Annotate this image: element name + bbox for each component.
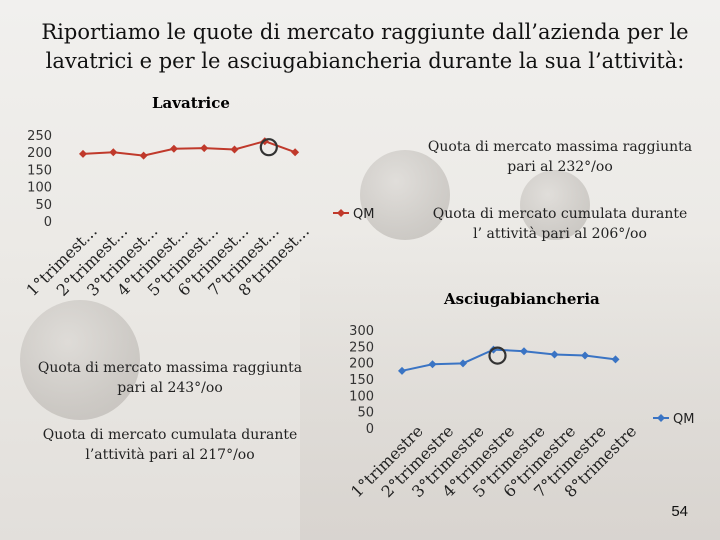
y-tick-label: 0 [366,422,374,437]
y-tick-label: 100 [349,389,374,404]
data-point [79,149,87,158]
data-point [291,148,300,157]
background-board [300,230,720,540]
note-asciuga-cum-line2: l’attività pari al 217°/oo [85,447,255,463]
chart-title-asciugabiancheria: Asciugabiancheria [444,290,600,308]
data-point [611,355,620,364]
note-lavatrice-max-line1: Quota di mercato massima raggiunta [427,139,693,155]
max-highlight-circle [259,138,278,157]
y-tick-label: 200 [27,146,52,161]
note-asciuga-max-line1: Quota di mercato massima raggiunta [37,360,303,376]
legend-marker [657,414,665,422]
data-point [398,366,406,375]
y-tick-label: 50 [357,406,374,421]
background-chess-piece [520,170,590,240]
series-line-qm [401,348,616,372]
y-tick-label: 0 [44,215,52,230]
data-point [109,148,118,157]
series-line-qm [82,140,296,157]
note-lavatrice-max: Quota di mercato massima raggiunta pari … [410,137,710,177]
y-tick-label: 150 [27,163,52,178]
data-point [459,359,467,368]
y-tick-label: 50 [35,198,52,213]
chart-title-lavatrice: Lavatrice [152,94,230,112]
note-asciuga-max-line2: pari al 243°/oo [117,380,223,396]
data-point [200,144,209,153]
note-asciuga-cum: Quota di mercato cumulata durante l’atti… [20,425,320,465]
y-tick-label: 250 [27,129,52,144]
data-point [550,350,559,359]
legend-label: QM [673,412,694,427]
note-lavatrice-cum-line2: l’ attività pari al 206°/oo [473,226,647,242]
page-number: 54 [671,503,688,520]
note-lavatrice-cum-line1: Quota di mercato cumulata durante [432,206,688,222]
slide-title-line1: Riportiamo le quote di mercato raggiunte… [41,20,689,44]
legend-marker [337,209,345,217]
data-point [139,151,148,160]
note-lavatrice-max-line2: pari al 232°/oo [507,159,613,175]
data-point [428,360,437,369]
y-tick-label: 100 [27,181,52,196]
y-tick-label: 250 [349,340,374,355]
data-point [230,145,239,154]
slide-title-line2: lavatrici e per le asciugabiancheria dur… [45,49,685,73]
y-tick-label: 300 [349,324,374,339]
slide-title: Riportiamo le quote di mercato raggiunte… [40,18,690,76]
max-highlight-circle [488,346,507,365]
legend-label: QM [353,207,374,222]
data-point [520,347,528,356]
y-tick-label: 150 [349,373,374,388]
y-tick-label: 200 [349,357,374,372]
note-asciuga-cum-line1: Quota di mercato cumulata durante [42,427,298,443]
note-lavatrice-cum: Quota di mercato cumulata durante l’ att… [405,204,715,244]
data-point [169,144,178,153]
note-asciuga-max: Quota di mercato massima raggiunta pari … [20,358,320,398]
data-point [581,351,589,360]
background-chess-piece [360,150,450,240]
background-chess-piece [20,300,140,420]
